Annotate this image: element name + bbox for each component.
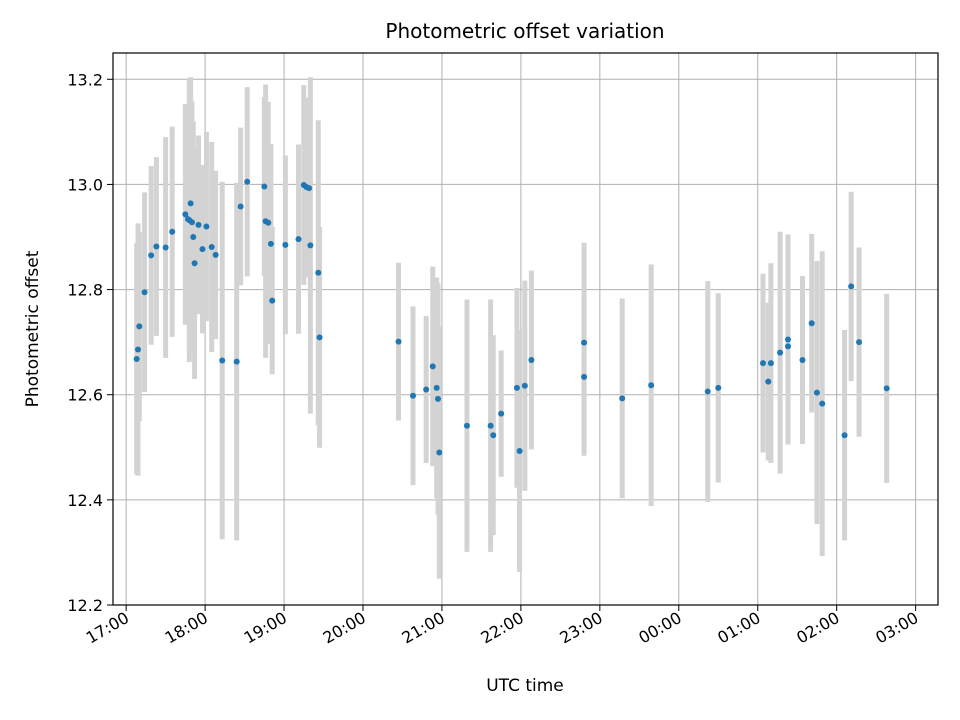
data-point bbox=[487, 422, 494, 429]
data-points bbox=[133, 178, 890, 456]
data-point bbox=[237, 203, 244, 210]
data-point bbox=[767, 360, 774, 367]
data-point bbox=[856, 339, 863, 346]
data-point bbox=[282, 241, 289, 248]
x-tick-label: 23:00 bbox=[556, 608, 605, 648]
data-point bbox=[765, 378, 772, 385]
y-tick-label: 13.2 bbox=[67, 70, 103, 89]
data-point bbox=[813, 389, 820, 396]
data-point bbox=[704, 388, 711, 395]
data-point bbox=[436, 449, 443, 456]
data-point bbox=[153, 243, 160, 250]
data-point bbox=[521, 382, 528, 389]
data-point bbox=[212, 251, 219, 258]
x-axis-ticks: 17:00 18:00 19:00 20:00 21:00 22:00 23:00 00:00… bbox=[83, 605, 922, 648]
data-point bbox=[203, 223, 210, 230]
plot-frame bbox=[112, 52, 939, 606]
y-axis-ticks: 12.2 12.4 12.6 12.8 13.0 13.2 bbox=[67, 70, 113, 615]
y-tick-label: 12.8 bbox=[67, 281, 103, 300]
data-point bbox=[190, 234, 197, 240]
x-tick-label: 18:00 bbox=[162, 608, 211, 648]
data-point bbox=[528, 357, 535, 364]
data-point bbox=[136, 323, 143, 330]
x-tick-label: 19:00 bbox=[241, 608, 290, 648]
data-point bbox=[619, 395, 626, 402]
x-tick-label: 01:00 bbox=[714, 608, 763, 648]
data-point bbox=[513, 384, 520, 391]
y-tick-label: 12.2 bbox=[67, 596, 103, 615]
data-point bbox=[135, 346, 141, 353]
data-point bbox=[819, 400, 826, 407]
data-point bbox=[808, 320, 815, 327]
data-point bbox=[463, 422, 470, 429]
x-tick-label: 02:00 bbox=[793, 608, 842, 648]
y-tick-label: 13.0 bbox=[67, 175, 103, 194]
data-point bbox=[410, 392, 416, 399]
data-point bbox=[261, 183, 268, 190]
data-point bbox=[162, 244, 169, 251]
error-bars bbox=[134, 77, 890, 579]
data-point bbox=[208, 243, 215, 250]
x-axis-label: UTC time bbox=[486, 676, 564, 696]
data-point bbox=[295, 236, 302, 243]
data-point bbox=[395, 338, 402, 345]
data-point bbox=[191, 260, 198, 267]
data-point bbox=[315, 269, 322, 276]
x-tick-label: 20:00 bbox=[320, 608, 369, 648]
data-point bbox=[269, 297, 276, 304]
y-tick-label: 12.6 bbox=[67, 386, 103, 405]
data-point bbox=[219, 357, 226, 364]
data-point bbox=[429, 363, 436, 370]
data-point bbox=[648, 382, 655, 389]
data-point bbox=[760, 360, 766, 367]
data-point bbox=[581, 339, 588, 346]
chart-title: Photometric offset variation bbox=[385, 19, 664, 43]
data-point bbox=[233, 358, 240, 365]
data-point bbox=[841, 432, 848, 439]
data-point bbox=[187, 200, 194, 207]
data-point bbox=[581, 373, 588, 380]
y-tick-label: 12.4 bbox=[67, 491, 103, 510]
data-point bbox=[516, 447, 523, 454]
data-point bbox=[433, 384, 440, 391]
data-point bbox=[715, 384, 722, 391]
y-axis-label: Photometric offset bbox=[23, 250, 43, 407]
data-point bbox=[148, 252, 155, 259]
data-point bbox=[498, 410, 505, 417]
data-point bbox=[182, 211, 189, 218]
x-tick-label: 03:00 bbox=[872, 608, 921, 648]
data-point bbox=[188, 219, 195, 226]
data-point bbox=[316, 334, 323, 341]
x-tick-label: 22:00 bbox=[477, 608, 526, 648]
data-point bbox=[307, 242, 314, 249]
data-point bbox=[883, 385, 890, 392]
data-point bbox=[785, 336, 791, 343]
x-tick-label: 00:00 bbox=[635, 608, 684, 648]
x-tick-label: 21:00 bbox=[399, 608, 448, 648]
data-point bbox=[777, 349, 784, 356]
data-point bbox=[306, 185, 313, 192]
data-point bbox=[435, 395, 441, 402]
data-point bbox=[267, 240, 274, 247]
data-point bbox=[848, 283, 855, 290]
data-point bbox=[265, 219, 272, 226]
data-point bbox=[423, 386, 430, 393]
data-point bbox=[169, 228, 176, 235]
data-point bbox=[799, 357, 806, 364]
data-point bbox=[141, 289, 148, 296]
data-point bbox=[133, 355, 140, 362]
data-point bbox=[244, 178, 251, 185]
data-point bbox=[490, 432, 497, 439]
data-point bbox=[785, 343, 791, 350]
data-point bbox=[195, 221, 202, 228]
data-point bbox=[199, 246, 206, 253]
